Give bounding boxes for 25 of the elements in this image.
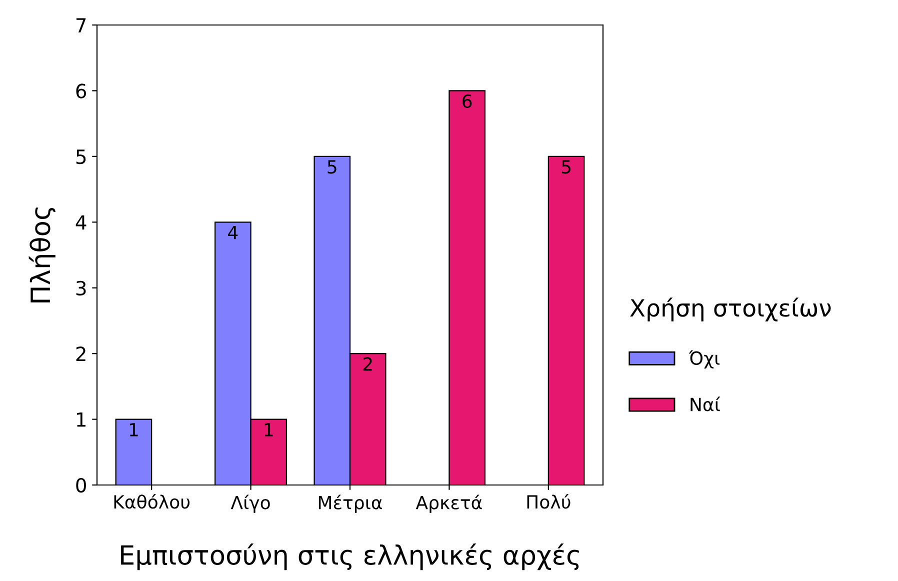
legend-label: Ναί xyxy=(690,396,720,412)
x-tick-label: Μέτρια xyxy=(318,494,382,513)
data-label: 2 xyxy=(363,357,372,371)
x-tick-label: Αρκετά xyxy=(416,494,482,513)
x-tick-label: Λίγο xyxy=(230,494,270,513)
x-axis-title: Εμπιστοσύνη στις ελληνικές αρχές xyxy=(121,543,579,570)
y-axis-title: Πλήθος xyxy=(28,208,56,302)
y-tick-label: 6 xyxy=(76,84,86,98)
y-tick-label: 1 xyxy=(77,412,86,427)
y-tick-label: 4 xyxy=(76,215,86,230)
y-tick-label: 2 xyxy=(76,346,86,361)
x-tick-label: Καθόλου xyxy=(114,494,190,509)
y-tick-label: 3 xyxy=(76,280,86,296)
data-label: 1 xyxy=(130,423,138,436)
legend-label: Όχι xyxy=(688,350,720,368)
y-tick-label: 5 xyxy=(76,150,86,164)
y-tick-label: 7 xyxy=(76,18,86,32)
data-label: 1 xyxy=(264,423,273,436)
legend-title: Χρήση στοιχείων xyxy=(630,298,831,322)
data-label: 5 xyxy=(328,160,336,174)
data-label: 5 xyxy=(562,160,570,174)
x-tick-label: Πολύ xyxy=(527,494,570,509)
data-label: 6 xyxy=(462,94,472,108)
y-tick-label: 0 xyxy=(76,478,86,493)
data-label: 4 xyxy=(228,226,238,240)
